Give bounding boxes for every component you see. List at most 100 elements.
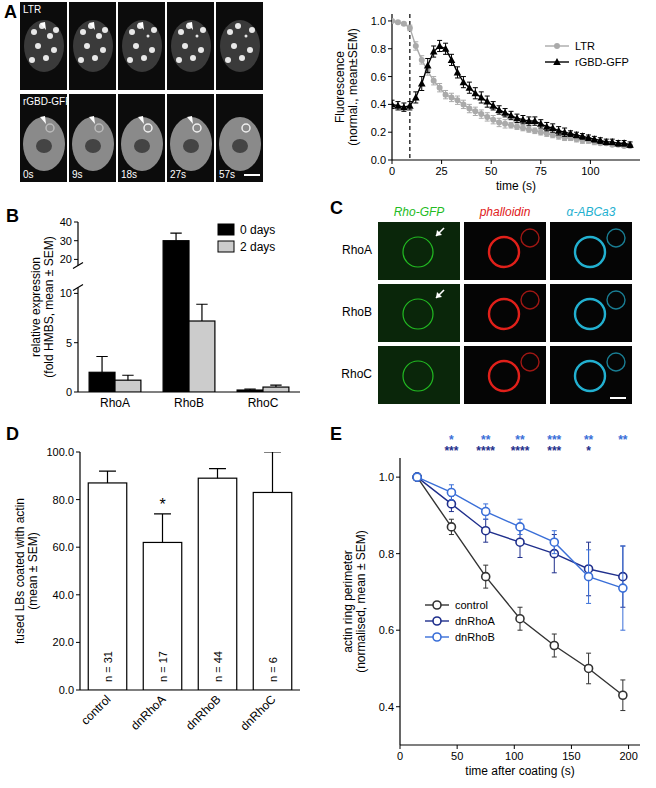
error-bar xyxy=(485,113,490,121)
error-bar xyxy=(473,107,478,115)
cell xyxy=(170,117,212,171)
x-tick-label: dnRhoA xyxy=(128,692,169,733)
ring xyxy=(575,299,605,329)
punctum xyxy=(51,47,57,53)
punctum xyxy=(47,33,53,39)
y-tick xyxy=(76,452,80,453)
column-label: phalloidin xyxy=(479,205,531,219)
punctum xyxy=(29,57,35,63)
error-bar xyxy=(514,124,519,130)
x-tick-label: 25 xyxy=(435,165,447,177)
ring xyxy=(607,229,625,247)
y-tick-label: 0.2 xyxy=(371,126,386,138)
point xyxy=(532,128,538,134)
ring xyxy=(521,229,539,247)
point xyxy=(544,131,550,137)
y-tick xyxy=(76,547,80,548)
point xyxy=(392,18,395,24)
panel-letter: E xyxy=(330,424,342,444)
error-bar xyxy=(122,375,133,380)
point xyxy=(413,473,421,481)
figure: A0.00.20.40.60.81.00255075100time (s)Flu… xyxy=(0,0,656,788)
bar-label: n = 6 xyxy=(267,657,279,682)
error-bar xyxy=(491,116,496,124)
micrograph xyxy=(118,94,165,182)
bar xyxy=(88,483,127,690)
punctum xyxy=(178,29,184,35)
significance: * xyxy=(159,496,165,513)
y-tick xyxy=(396,706,400,707)
cell xyxy=(171,20,211,72)
panel-letter: B xyxy=(6,206,19,226)
punctum xyxy=(129,29,135,35)
error-bar xyxy=(479,110,484,118)
point xyxy=(538,129,544,135)
point xyxy=(507,112,515,119)
ring xyxy=(521,353,539,371)
point xyxy=(442,45,450,52)
ring xyxy=(575,361,605,391)
micrograph xyxy=(167,94,214,182)
punctum xyxy=(151,27,157,33)
legend-swatch xyxy=(218,224,234,235)
y-tick xyxy=(74,240,78,241)
point xyxy=(495,106,503,113)
point xyxy=(508,122,514,128)
punctum xyxy=(182,43,188,49)
arrowhead xyxy=(187,116,193,124)
y-label: fused LBs coated with actin xyxy=(13,498,27,644)
point xyxy=(449,94,455,100)
punctum xyxy=(141,55,147,61)
point xyxy=(490,117,496,123)
x-tick xyxy=(457,745,458,749)
y-tick-label: 40.0 xyxy=(53,589,74,601)
point xyxy=(585,573,593,581)
x-tick-label: 0 xyxy=(389,165,395,177)
cell xyxy=(122,20,162,72)
bar xyxy=(198,478,237,690)
point xyxy=(392,100,396,107)
x-tick-label: dnRhoB xyxy=(183,692,224,733)
punctum xyxy=(245,35,248,38)
cell xyxy=(121,117,163,171)
point xyxy=(394,102,402,109)
punctum xyxy=(53,27,59,33)
point xyxy=(483,98,491,105)
row-label: RhoC xyxy=(341,367,372,381)
point xyxy=(472,108,478,114)
cytosol xyxy=(378,346,460,404)
ring xyxy=(403,299,433,329)
bar xyxy=(115,380,141,392)
x-tick xyxy=(628,745,629,749)
punctum xyxy=(176,57,182,63)
error-bar xyxy=(544,131,549,137)
point xyxy=(626,141,634,148)
punctum xyxy=(84,43,90,49)
x-tick xyxy=(400,745,401,749)
time-label: 0s xyxy=(23,169,34,180)
point xyxy=(395,19,401,25)
point xyxy=(484,114,490,120)
x-tick xyxy=(441,160,442,164)
significance: **** xyxy=(511,444,530,458)
nucleus xyxy=(134,139,150,153)
point xyxy=(472,89,480,96)
point xyxy=(550,538,558,546)
column-label: α-ABCa3 xyxy=(567,205,616,219)
y-axis xyxy=(391,14,392,160)
y-tick-label: 0.4 xyxy=(371,98,386,110)
punctum xyxy=(133,43,139,49)
y-axis xyxy=(79,452,80,690)
bar-label: n = 44 xyxy=(212,651,224,682)
point xyxy=(537,120,545,127)
point xyxy=(561,128,569,135)
y-tick xyxy=(74,222,78,223)
point xyxy=(433,633,441,641)
punctum xyxy=(96,33,102,39)
ring xyxy=(489,299,519,329)
nucleus xyxy=(85,139,101,153)
nucleus xyxy=(183,139,199,153)
y-label: (normalised, mean ± SEM) xyxy=(354,530,368,673)
error-bar xyxy=(419,56,424,64)
micrograph xyxy=(464,346,546,404)
